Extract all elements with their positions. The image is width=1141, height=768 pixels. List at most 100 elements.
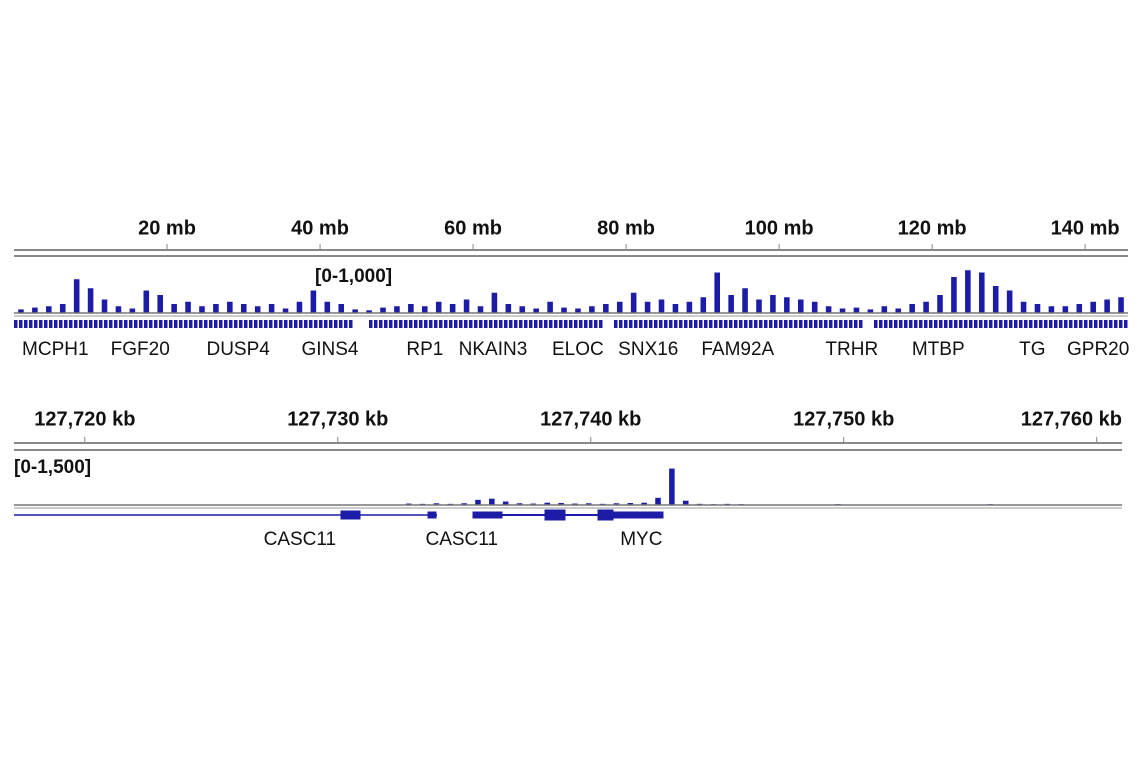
gene-label: MCPH1 <box>22 339 89 360</box>
signal-bar <box>669 468 675 505</box>
gene-feature <box>179 320 183 328</box>
gene-feature <box>749 320 753 328</box>
gene-feature <box>969 320 973 328</box>
signal-bar <box>502 501 509 505</box>
gene-feature <box>1109 320 1113 328</box>
gene-feature <box>529 320 533 328</box>
signal-bar <box>839 308 846 313</box>
gene-feature <box>1019 320 1023 328</box>
signal-bar <box>627 502 634 505</box>
gene-feature <box>224 320 228 328</box>
gene-feature <box>194 320 198 328</box>
gene-label: MTBP <box>912 339 965 360</box>
gene-feature <box>289 320 293 328</box>
range-label: [0-1,000] <box>315 266 392 287</box>
gene-feature <box>144 320 148 328</box>
gene-feature <box>579 320 583 328</box>
gene-feature <box>339 320 343 328</box>
gene-label: CASC11 <box>425 529 498 550</box>
signal-bar <box>1020 301 1027 313</box>
myc-exon <box>597 509 614 521</box>
gene-feature <box>284 320 288 328</box>
gene-feature <box>334 320 338 328</box>
signal-bar <box>965 270 971 313</box>
signal-bar <box>185 301 191 313</box>
gene-label: TG <box>1019 339 1045 360</box>
gene-feature <box>664 320 668 328</box>
gene-feature <box>24 320 28 328</box>
gene-feature <box>134 320 138 328</box>
casc11-exon <box>427 511 437 519</box>
signal-bar <box>46 306 52 313</box>
gene-feature <box>164 320 168 328</box>
signal-bar <box>282 308 289 313</box>
signal-bar <box>561 307 567 313</box>
signal-bar <box>422 306 428 313</box>
gene-feature <box>239 320 243 328</box>
gene-feature <box>149 320 153 328</box>
gene-feature <box>1054 320 1058 328</box>
signal-bar <box>655 497 661 505</box>
gene-label: TRHR <box>825 339 878 360</box>
signal-bar <box>461 503 467 505</box>
signal-bar <box>784 297 790 313</box>
gene-feature <box>904 320 908 328</box>
gene-feature <box>614 320 618 328</box>
gene-feature <box>814 320 818 328</box>
gene-feature <box>784 320 788 328</box>
gene-feature <box>69 320 73 328</box>
gene-feature <box>639 320 643 328</box>
gene-feature <box>914 320 918 328</box>
gene-feature <box>824 320 828 328</box>
gene-feature <box>489 320 493 328</box>
signal-bar <box>463 299 470 313</box>
gene-label: FGF20 <box>111 339 170 360</box>
signal-bar <box>797 299 804 313</box>
signal-bar <box>171 304 177 313</box>
gene-feature <box>559 320 563 328</box>
gene-feature <box>1104 320 1108 328</box>
gene-feature <box>274 320 278 328</box>
signal-bar <box>547 301 553 313</box>
gene-feature <box>659 320 663 328</box>
gene-feature <box>694 320 698 328</box>
signal-bar <box>157 295 163 313</box>
signal-bar <box>644 301 651 313</box>
gene-feature <box>764 320 768 328</box>
signal-bar <box>1048 306 1055 313</box>
signal-bar <box>394 306 400 313</box>
gene-models <box>14 509 664 521</box>
gene-feature <box>424 320 428 328</box>
signal-bar <box>616 301 623 313</box>
gene-feature <box>454 320 458 328</box>
gene-label: GPR20 <box>1067 339 1129 360</box>
gene-label: MYC <box>620 529 662 550</box>
signal-bar <box>32 307 38 313</box>
signal-bar <box>1062 306 1069 313</box>
gene-feature <box>564 320 568 328</box>
gene-feature <box>169 320 173 328</box>
gene-feature <box>689 320 693 328</box>
gene-feature <box>874 320 878 328</box>
gene-feature <box>124 320 128 328</box>
signal-bar <box>825 306 832 313</box>
signal-bar <box>937 295 943 313</box>
gene-feature <box>404 320 408 328</box>
gene-feature <box>1079 320 1083 328</box>
signal-bar <box>505 304 512 313</box>
gene-feature <box>14 320 18 328</box>
gene-feature <box>629 320 633 328</box>
gene-feature <box>669 320 673 328</box>
gene-feature <box>654 320 658 328</box>
gene-feature <box>539 320 543 328</box>
signal-bar <box>296 301 303 313</box>
gene-feature <box>989 320 993 328</box>
gene-feature <box>704 320 708 328</box>
gene-feature <box>449 320 453 328</box>
signal-bar <box>992 286 999 313</box>
gene-feature <box>844 320 848 328</box>
signal-bar <box>544 502 550 505</box>
gene-feature <box>644 320 648 328</box>
gene-feature <box>414 320 418 328</box>
gene-feature <box>1024 320 1028 328</box>
